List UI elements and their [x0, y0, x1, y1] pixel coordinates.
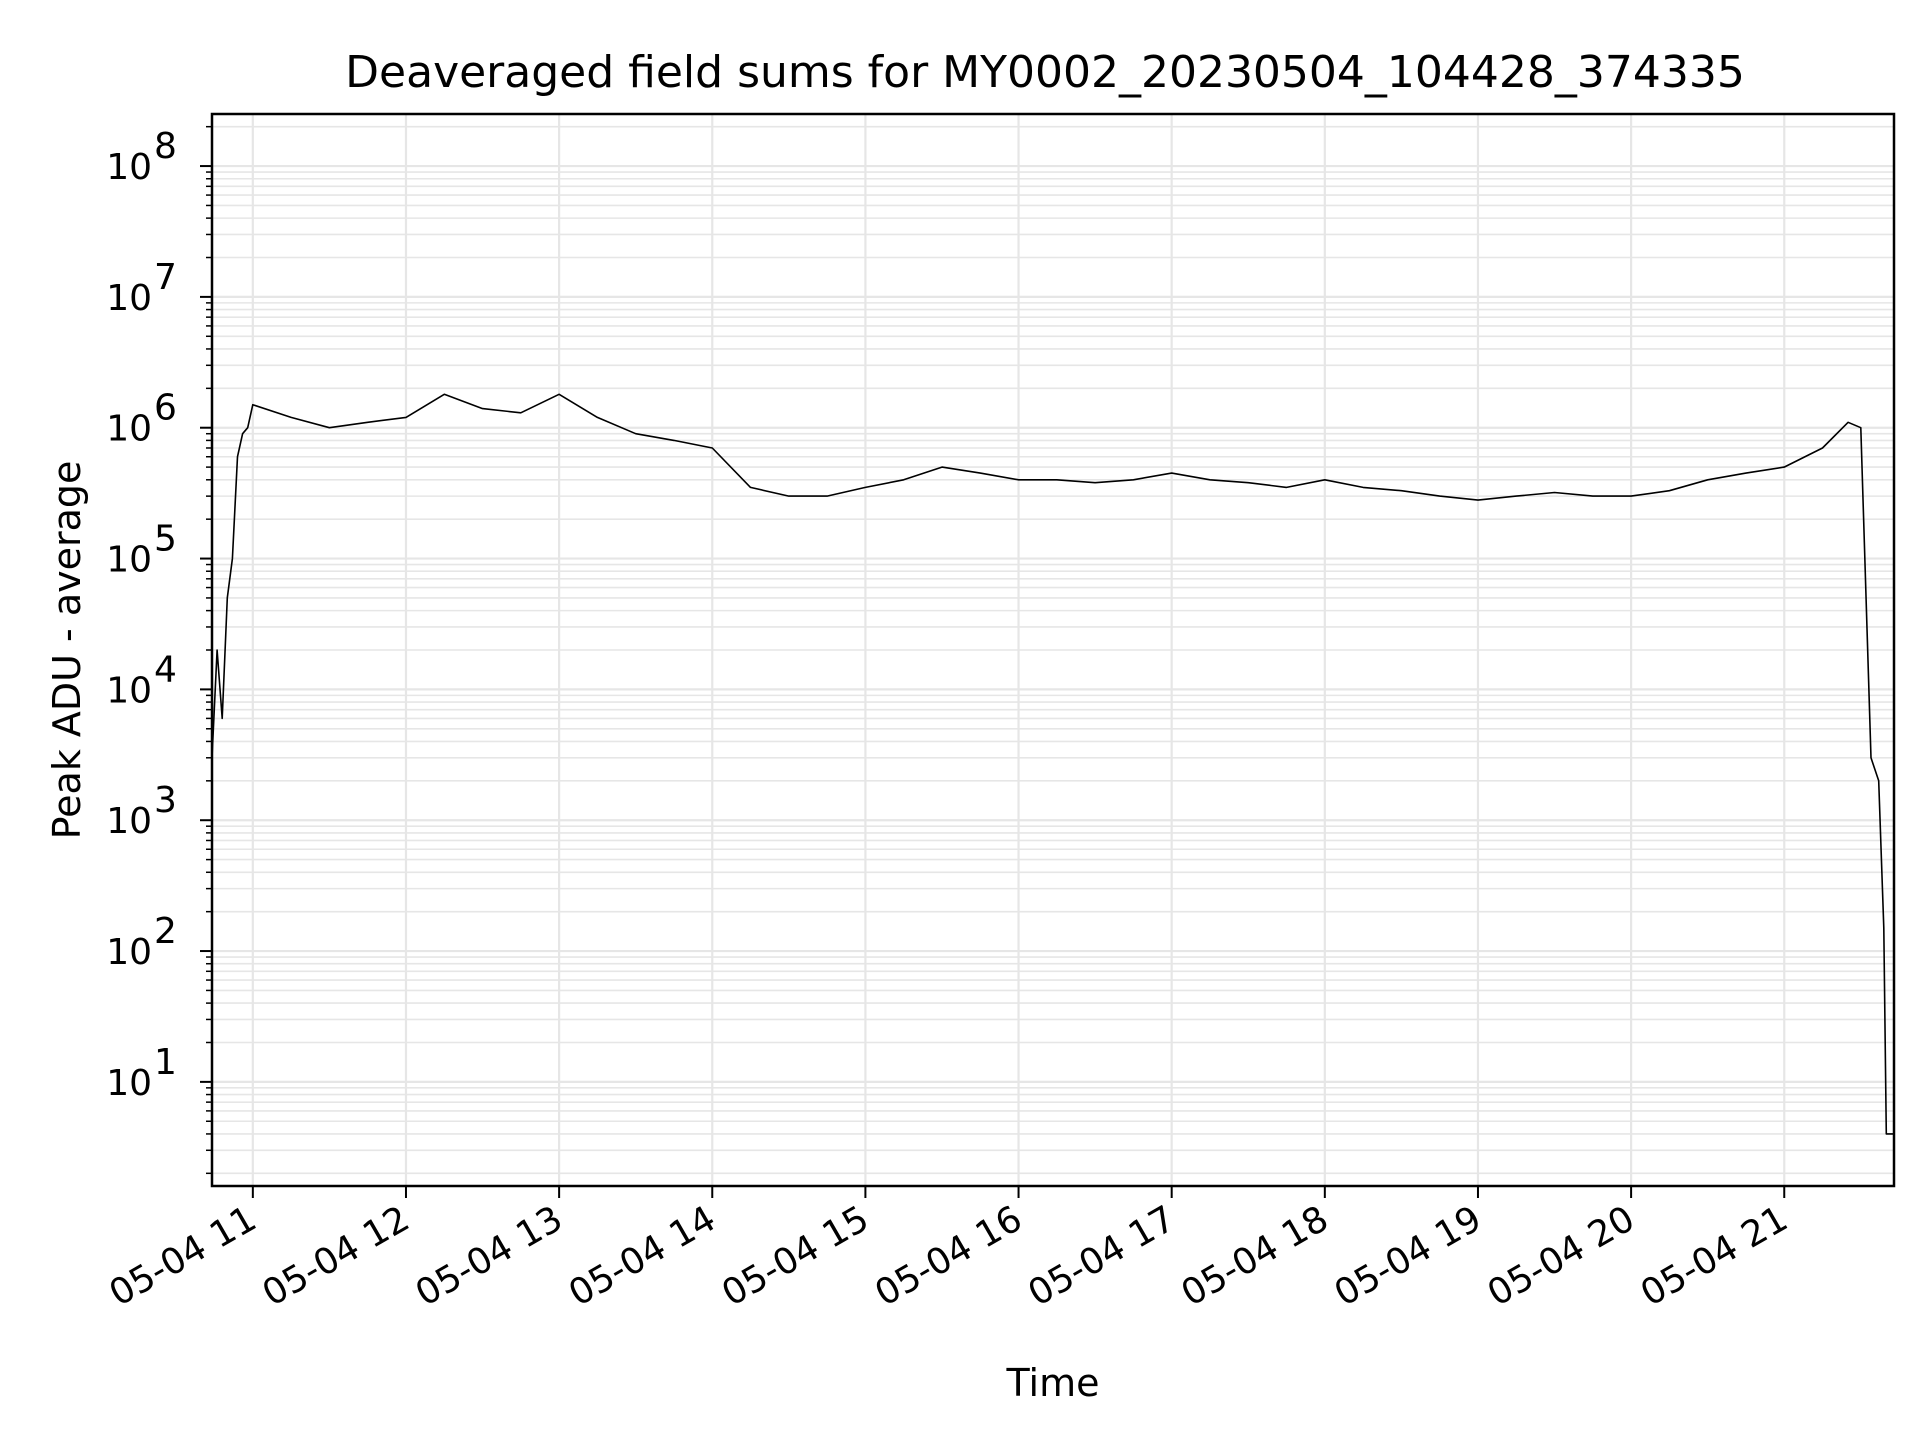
chart-title: Deaveraged field sums for MY0002_2023050… — [345, 47, 1745, 98]
y-axis-label: Peak ADU - average — [45, 461, 89, 840]
y-tick-label: 10 — [106, 147, 152, 188]
grid-layer — [212, 114, 1894, 1186]
y-tick-exponent: 8 — [154, 126, 177, 167]
y-tick-base: 10 — [106, 540, 152, 581]
y-tick-label: 10 — [106, 801, 152, 842]
y-tick-exponent: 2 — [154, 911, 177, 952]
y-tick-label: 10 — [106, 670, 152, 711]
y-tick-exponent: 6 — [154, 388, 177, 429]
data-layer — [211, 393, 1894, 1135]
y-tick-exponent: 7 — [154, 257, 177, 298]
y-tick-base: 10 — [106, 1063, 152, 1104]
y-tick-label: 10 — [106, 409, 152, 450]
y-tick-exponent: 5 — [154, 519, 177, 560]
series-line — [211, 393, 1894, 1135]
y-tick-exponent: 3 — [154, 780, 177, 821]
y-tick-exponent: 4 — [154, 649, 177, 690]
x-axis-label: Time — [1006, 1361, 1100, 1405]
y-tick-label: 10 — [106, 540, 152, 581]
y-tick-label: 10 — [106, 932, 152, 973]
y-tick-base: 10 — [106, 801, 152, 842]
y-tick-base: 10 — [106, 670, 152, 711]
y-tick-base: 10 — [106, 278, 152, 319]
y-tick-base: 10 — [106, 147, 152, 188]
y-tick-exponent: 1 — [154, 1042, 177, 1083]
y-tick-label: 10 — [106, 1063, 152, 1104]
y-tick-base: 10 — [106, 409, 152, 450]
y-tick-base: 10 — [106, 932, 152, 973]
y-tick-label: 10 — [106, 278, 152, 319]
